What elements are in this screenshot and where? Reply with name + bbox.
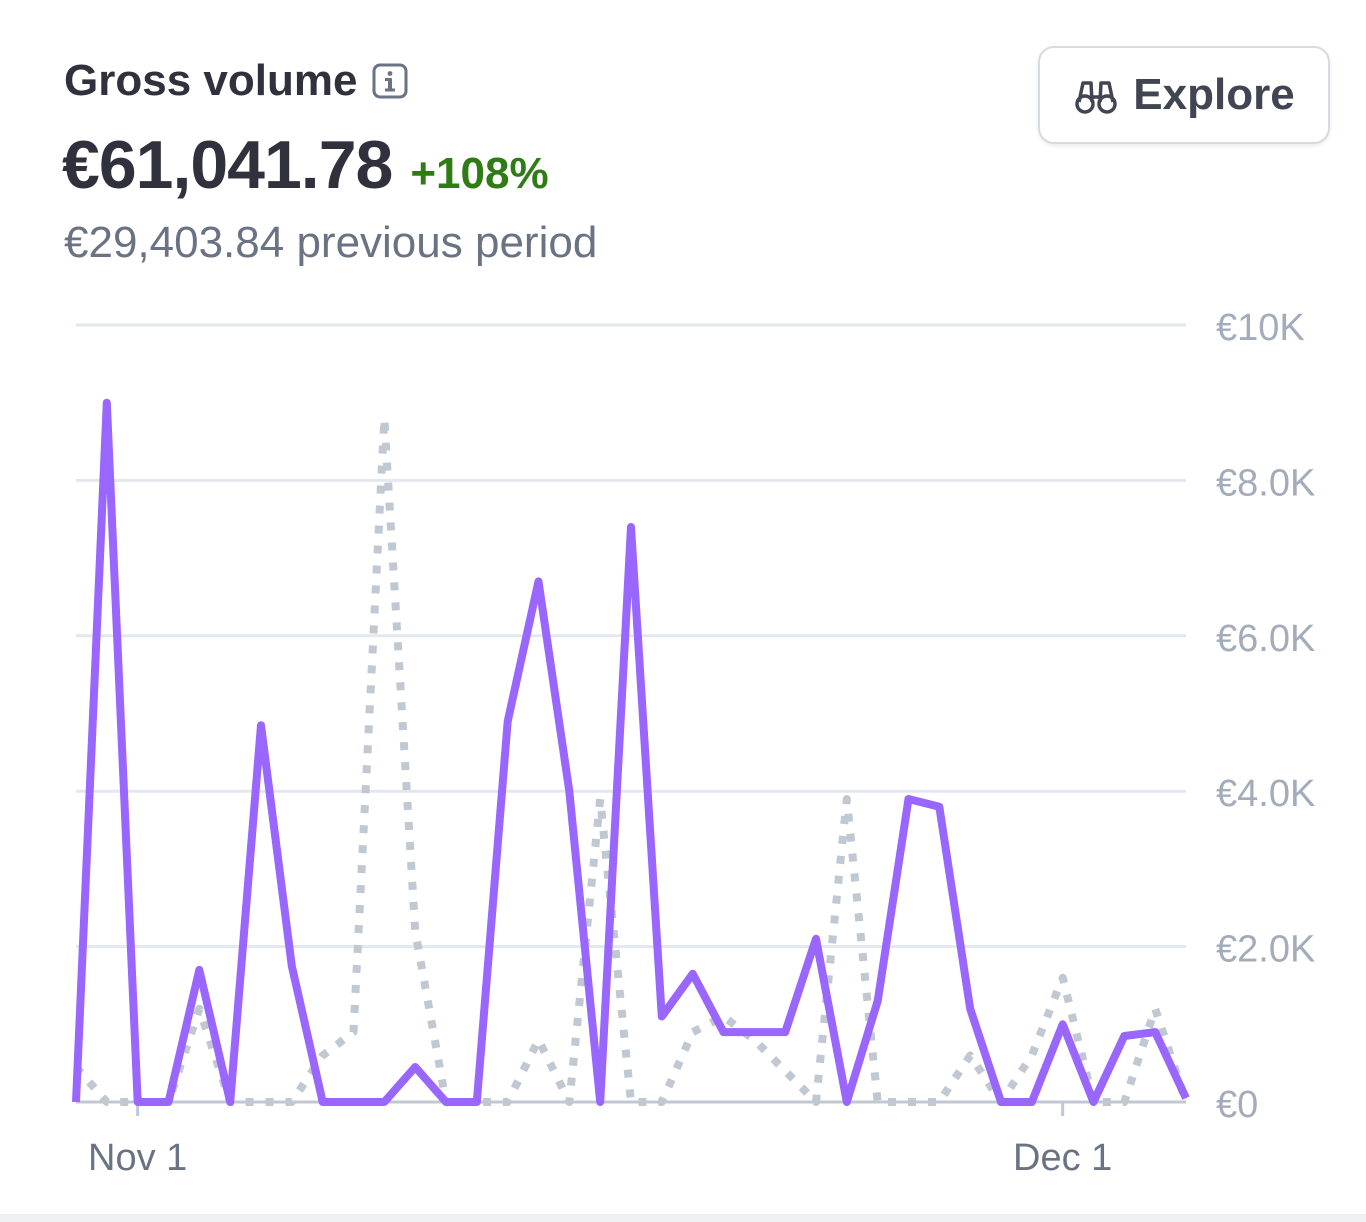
info-icon[interactable] bbox=[371, 62, 409, 100]
y-tick-label: €8.0K bbox=[1216, 462, 1315, 504]
bottom-divider bbox=[0, 1214, 1366, 1222]
chart-title: Gross volume bbox=[64, 56, 358, 105]
y-tick-label: €10K bbox=[1216, 307, 1305, 349]
x-axis: Nov 1 Dec 1 bbox=[76, 1100, 1186, 1179]
current-period-line bbox=[72, 398, 1190, 1106]
explore-button[interactable]: Explore bbox=[1038, 46, 1330, 144]
change-badge: +108% bbox=[410, 149, 549, 198]
previous-period-value: €29,403.84 previous period bbox=[64, 218, 598, 267]
gross-volume-value: €61,041.78 bbox=[62, 127, 393, 203]
x-tick-label: Nov 1 bbox=[88, 1137, 187, 1179]
y-tick-label: €0 bbox=[1216, 1084, 1258, 1126]
explore-label: Explore bbox=[1133, 70, 1295, 119]
value-row: €61,041.78 +108% bbox=[62, 126, 549, 204]
binoculars-icon bbox=[1075, 81, 1118, 114]
y-axis-ticks: €0 €2.0K €4.0K €6.0K €8.0K €10K bbox=[1216, 307, 1315, 1126]
y-tick-label: €6.0K bbox=[1216, 618, 1315, 660]
x-tick-label: Dec 1 bbox=[1013, 1137, 1112, 1179]
series-lines bbox=[72, 398, 1190, 1106]
gross-volume-chart: €0 €2.0K €4.0K €6.0K €8.0K €10K Nov 1 Dec 1 bbox=[72, 307, 1315, 1179]
y-tick-label: €4.0K bbox=[1216, 773, 1315, 815]
y-tick-label: €2.0K bbox=[1216, 929, 1315, 971]
title-row: Gross volume bbox=[64, 56, 409, 106]
